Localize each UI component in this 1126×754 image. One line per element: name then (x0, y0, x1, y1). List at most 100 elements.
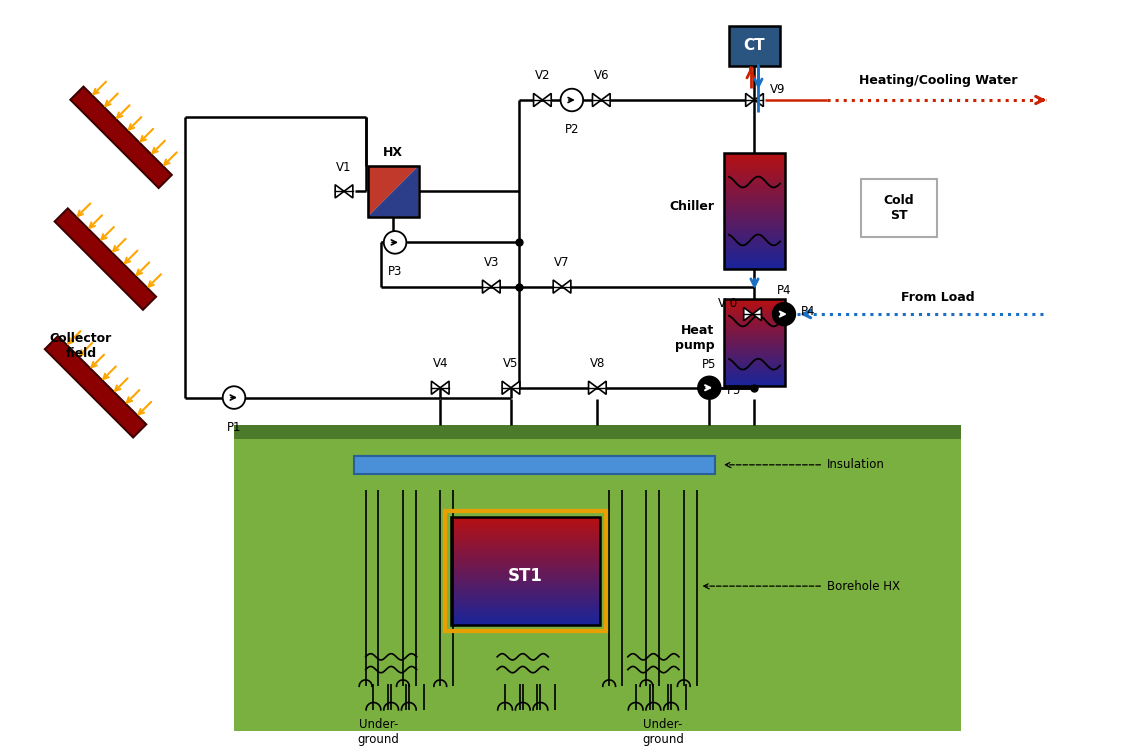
Bar (724, 241, 785, 244)
Bar (724, 216, 785, 218)
Bar (724, 209, 785, 211)
Bar (724, 313, 785, 315)
Bar (452, 580, 600, 582)
Bar (724, 336, 785, 337)
Bar (724, 155, 785, 158)
Bar (724, 337, 785, 339)
Bar (724, 158, 785, 160)
Polygon shape (745, 93, 754, 106)
Bar (724, 320, 785, 322)
Polygon shape (752, 308, 761, 320)
Polygon shape (440, 381, 449, 394)
Bar (452, 619, 600, 621)
Bar (452, 604, 600, 606)
Bar (724, 350, 785, 351)
Bar (445, 511, 606, 631)
Polygon shape (431, 381, 440, 394)
Bar (452, 528, 600, 530)
Polygon shape (601, 93, 610, 106)
Bar (724, 374, 785, 375)
Polygon shape (367, 166, 419, 217)
Bar (724, 244, 785, 246)
Bar (724, 172, 785, 174)
Text: V1: V1 (337, 161, 351, 173)
Text: V6: V6 (593, 69, 609, 82)
Bar (452, 556, 600, 559)
Bar (724, 377, 785, 379)
Polygon shape (54, 208, 157, 310)
Polygon shape (345, 185, 352, 198)
Bar (724, 342, 785, 345)
Bar (724, 259, 785, 262)
Bar (724, 325, 785, 327)
Bar (724, 255, 785, 257)
Bar (452, 532, 600, 535)
Polygon shape (598, 381, 606, 394)
Bar (724, 169, 785, 172)
Bar (724, 174, 785, 176)
Circle shape (772, 303, 795, 326)
Bar (860, 179, 937, 238)
Bar (452, 606, 600, 608)
Bar (724, 369, 785, 370)
Bar (724, 197, 785, 199)
Polygon shape (70, 87, 172, 188)
Bar (452, 591, 600, 593)
Bar (452, 535, 600, 537)
Bar (724, 237, 785, 239)
Text: V7: V7 (554, 256, 570, 269)
Bar (354, 455, 715, 474)
Bar (724, 167, 785, 169)
Bar (452, 522, 600, 524)
Bar (724, 176, 785, 179)
Bar (452, 530, 600, 532)
Bar (724, 305, 785, 306)
Bar (724, 246, 785, 248)
Text: Under-
ground: Under- ground (357, 718, 400, 746)
Bar (724, 299, 785, 386)
Bar (724, 370, 785, 372)
Bar (452, 584, 600, 587)
Bar (452, 574, 600, 576)
Bar (724, 248, 785, 250)
Bar (724, 222, 785, 225)
Bar (452, 615, 600, 617)
Bar (452, 544, 600, 545)
Bar (452, 587, 600, 589)
Bar (724, 366, 785, 369)
Bar (452, 560, 600, 562)
Bar (724, 227, 785, 229)
Bar (724, 213, 785, 216)
Text: V4: V4 (432, 357, 448, 370)
Bar (724, 265, 785, 267)
Polygon shape (754, 93, 763, 106)
Bar (724, 188, 785, 190)
Bar (724, 299, 785, 301)
Bar (724, 262, 785, 265)
Bar (724, 317, 785, 318)
Bar (724, 195, 785, 197)
Text: V 0: V 0 (717, 297, 736, 310)
Bar (452, 552, 600, 554)
Bar (724, 181, 785, 183)
Bar (452, 539, 600, 541)
Bar (452, 593, 600, 595)
Bar (724, 372, 785, 374)
Circle shape (698, 376, 721, 399)
Bar (724, 357, 785, 358)
Polygon shape (367, 166, 419, 217)
Bar (724, 341, 785, 342)
Text: HX: HX (383, 146, 403, 159)
Text: ST1: ST1 (508, 567, 543, 585)
Bar (724, 310, 785, 311)
Bar (729, 26, 780, 66)
Bar (724, 379, 785, 381)
Bar (724, 250, 785, 253)
Circle shape (384, 231, 406, 253)
Polygon shape (592, 93, 601, 106)
Text: Cold
ST: Cold ST (884, 194, 914, 222)
Bar (452, 545, 600, 547)
Text: V9: V9 (770, 83, 786, 96)
Bar (234, 439, 960, 731)
Bar (724, 318, 785, 320)
